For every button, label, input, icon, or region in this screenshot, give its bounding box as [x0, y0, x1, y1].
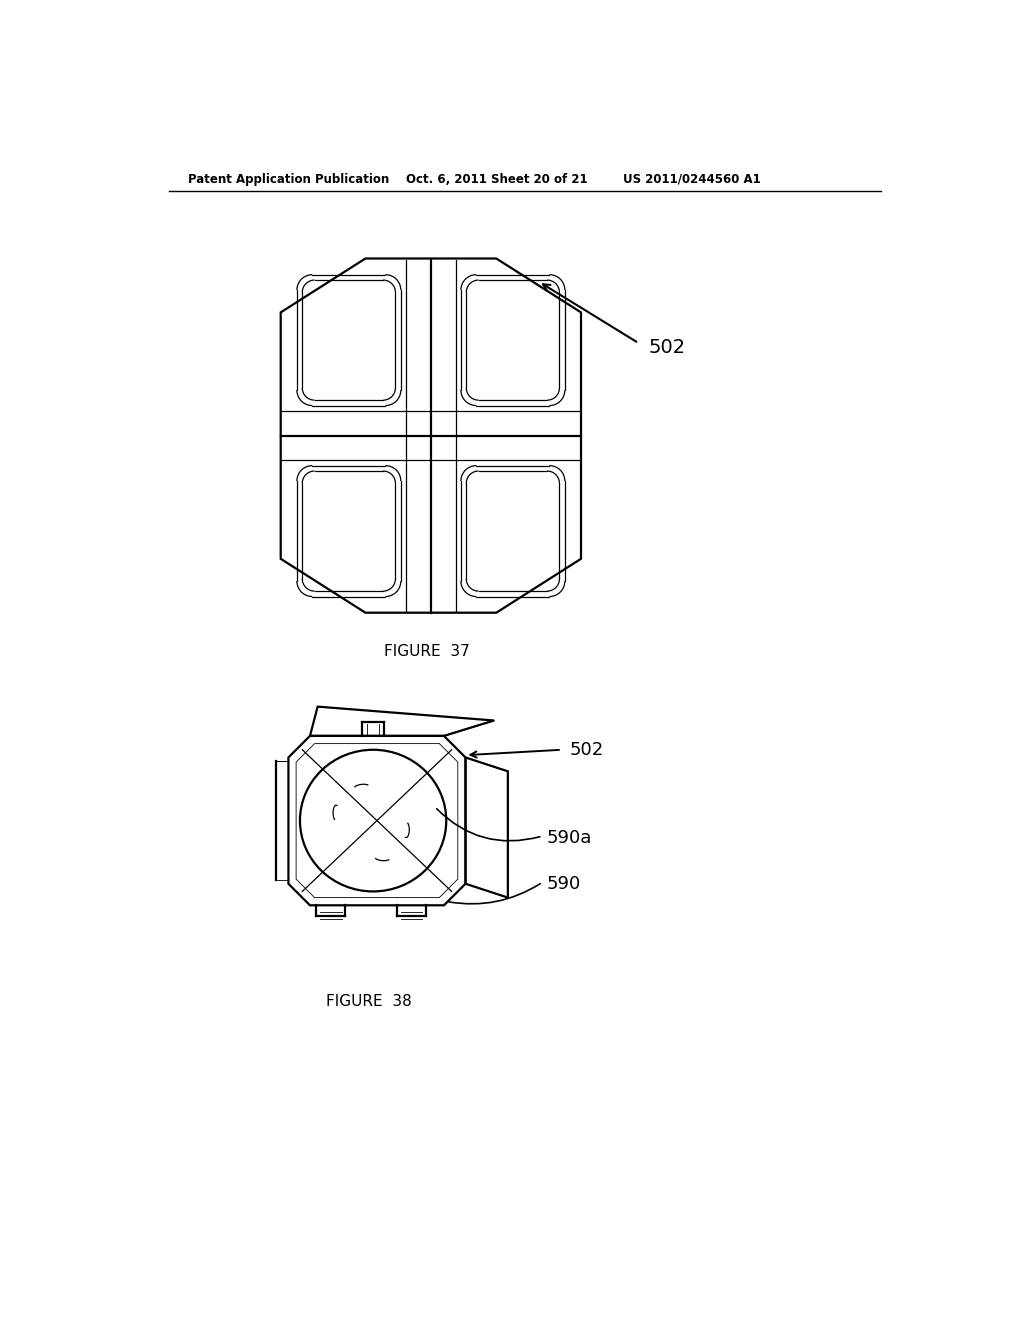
- Text: Patent Application Publication: Patent Application Publication: [188, 173, 389, 186]
- Text: FIGURE  38: FIGURE 38: [327, 994, 412, 1008]
- Text: 502: 502: [648, 338, 685, 356]
- Text: Sheet 20 of 21: Sheet 20 of 21: [490, 173, 588, 186]
- Text: US 2011/0244560 A1: US 2011/0244560 A1: [624, 173, 761, 186]
- Text: 590: 590: [547, 875, 581, 892]
- Text: 590a: 590a: [547, 829, 592, 846]
- Text: FIGURE  37: FIGURE 37: [384, 644, 470, 659]
- Text: 502: 502: [569, 741, 604, 759]
- Text: Oct. 6, 2011: Oct. 6, 2011: [407, 173, 487, 186]
